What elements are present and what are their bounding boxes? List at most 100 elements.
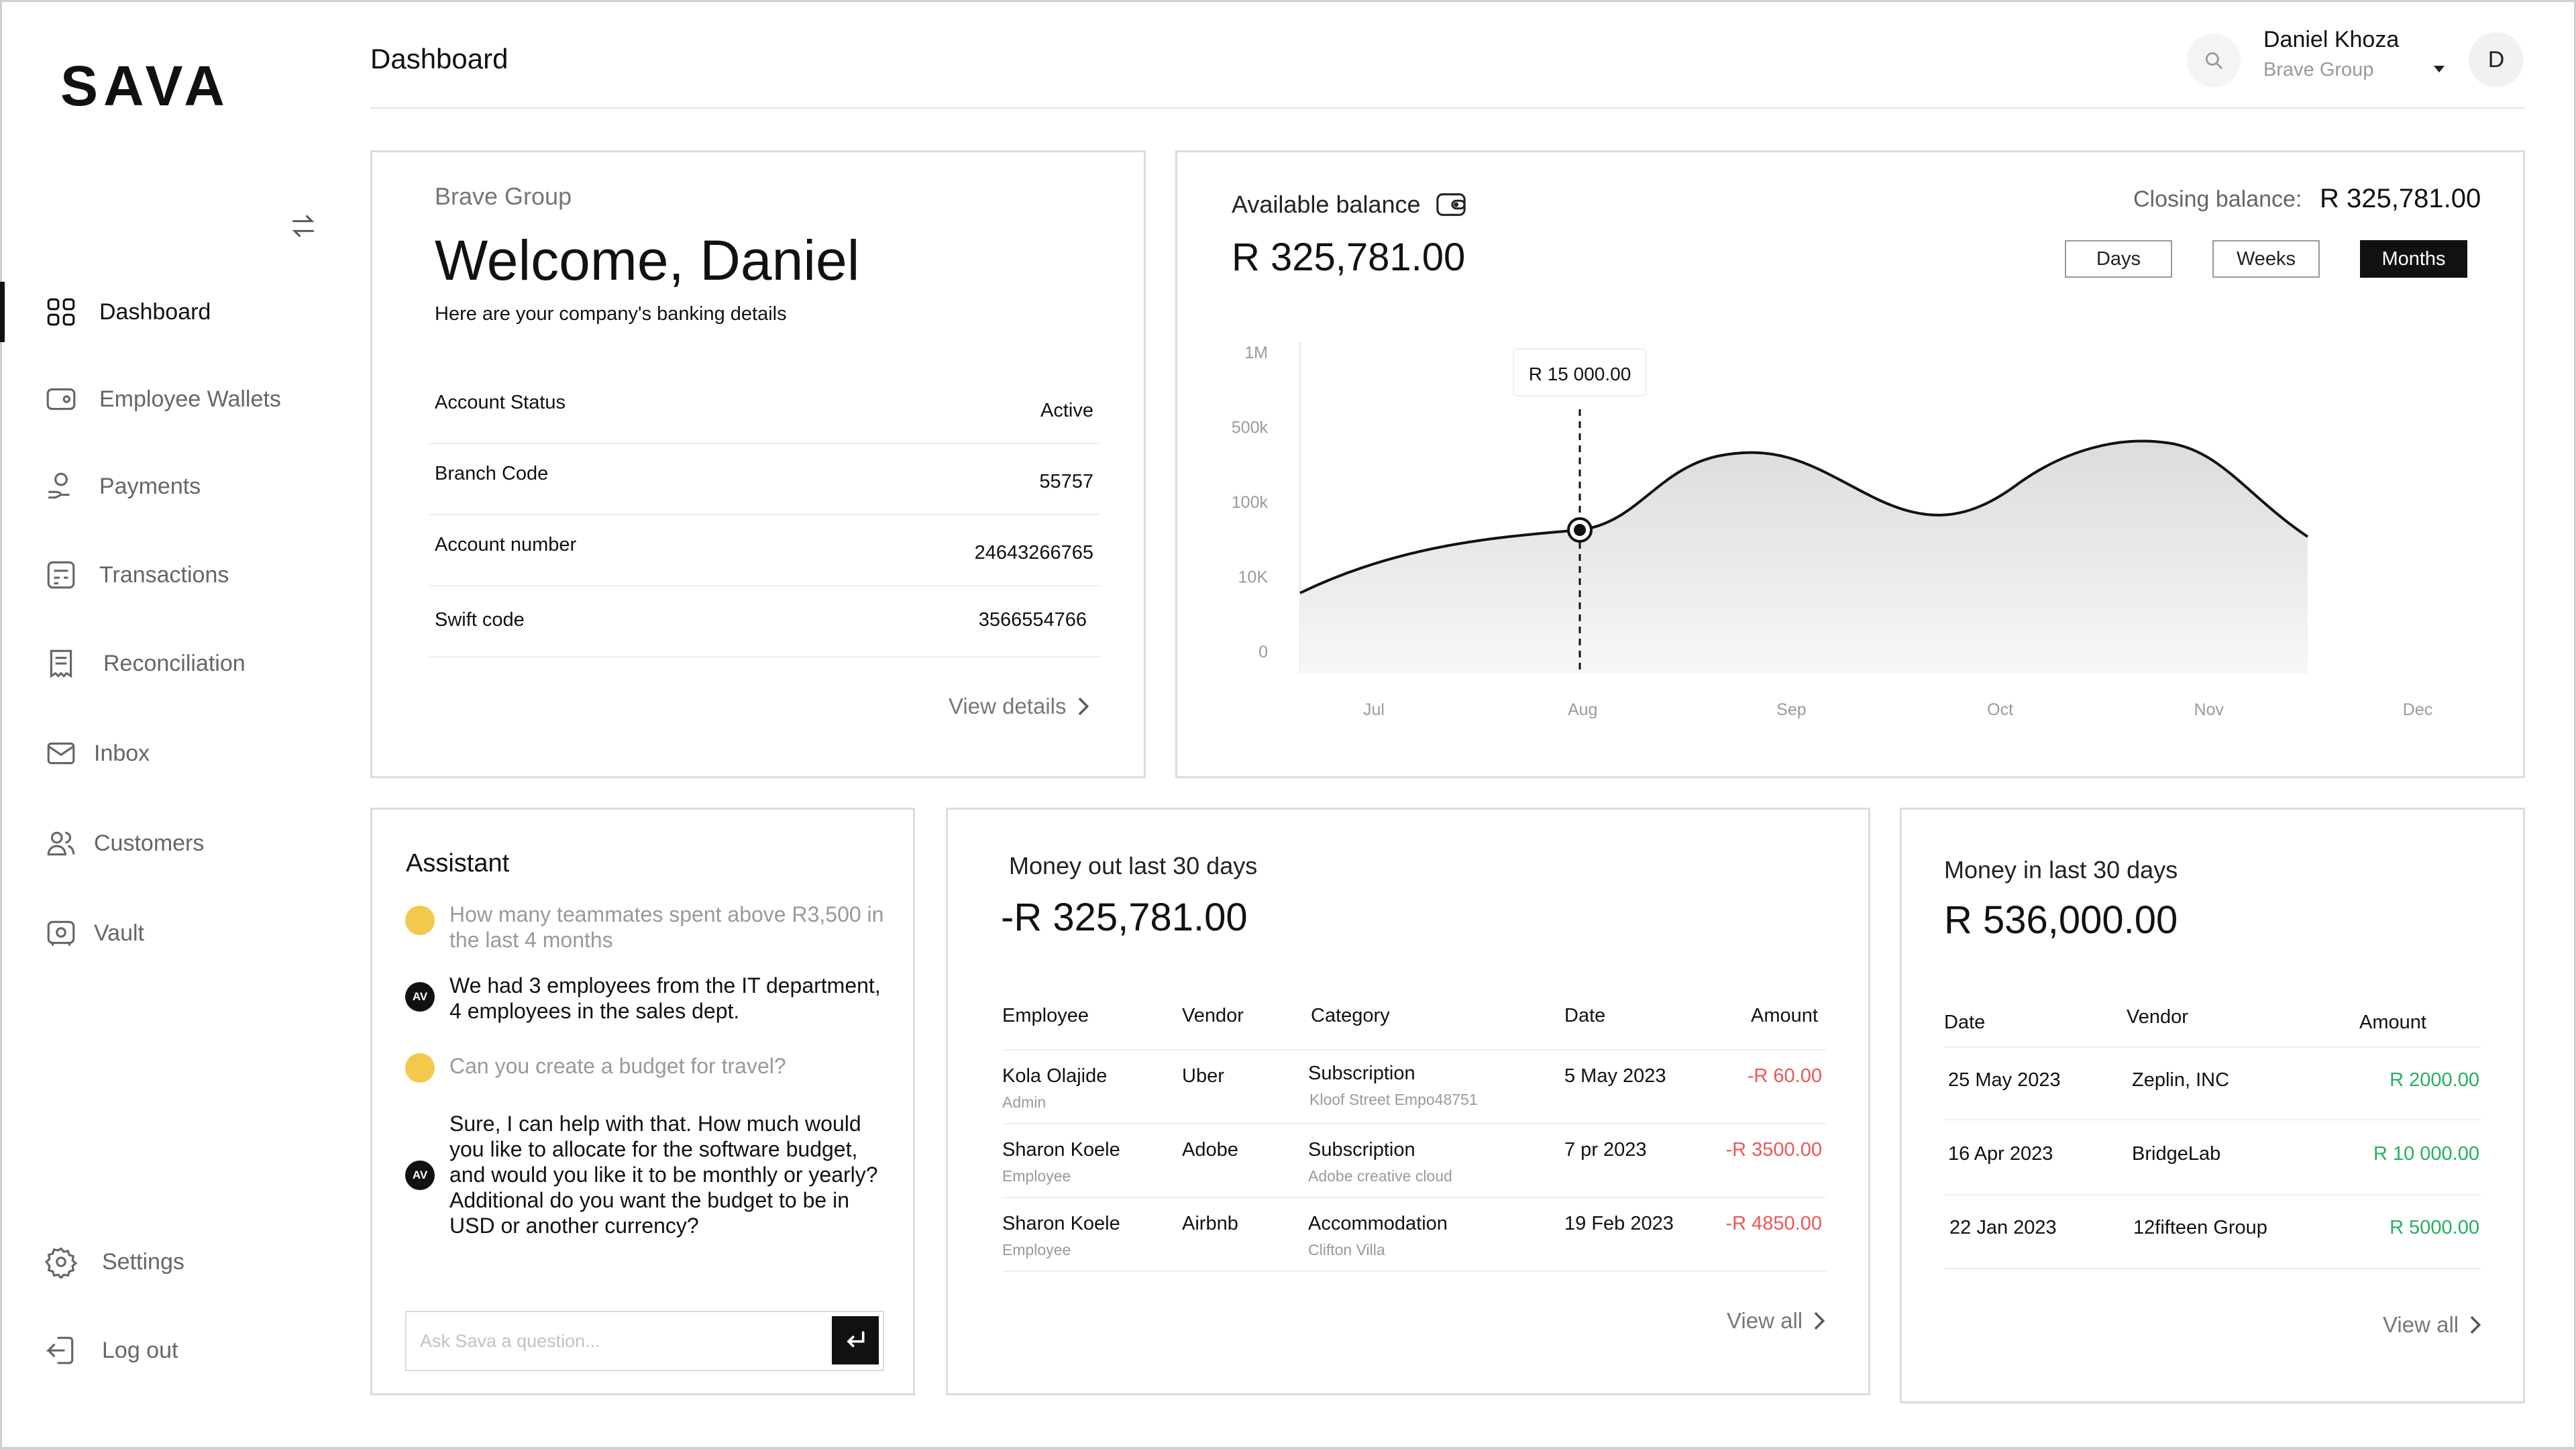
sidebar-item-label: Vault bbox=[94, 920, 144, 946]
column-header-vendor: Vendor bbox=[2127, 1006, 2188, 1028]
column-header-amount: Amount bbox=[1751, 1005, 1818, 1026]
transactions-icon bbox=[47, 561, 75, 589]
category-name: Subscription bbox=[1308, 1063, 1415, 1084]
money-in-label: Money in last 30 days bbox=[1944, 856, 2178, 883]
account-number-label: Account number bbox=[435, 534, 577, 555]
column-header-category: Category bbox=[1311, 1005, 1390, 1026]
user-org: Brave Group bbox=[2263, 59, 2374, 80]
category-name: Accommodation bbox=[1308, 1213, 1448, 1234]
y-tick-label: 10K bbox=[1238, 568, 1269, 587]
transaction-date: 25 May 2023 bbox=[1948, 1069, 2061, 1091]
vendor-name: BridgeLab bbox=[2132, 1143, 2221, 1165]
user-avatar bbox=[405, 906, 435, 935]
transaction-date: 16 Apr 2023 bbox=[1948, 1143, 2053, 1165]
row-divider bbox=[1002, 1271, 1826, 1272]
sidebar-item-logout[interactable]: Log out bbox=[0, 1320, 349, 1381]
row-divider bbox=[1944, 1119, 2481, 1120]
collapse-sidebar-icon[interactable] bbox=[288, 211, 318, 241]
chevron-down-icon[interactable] bbox=[2434, 66, 2445, 72]
sidebar-item-dashboard[interactable]: Dashboard bbox=[0, 282, 349, 342]
closing-balance-value: R 325,781.00 bbox=[2320, 184, 2481, 213]
sidebar-item-inbox[interactable]: Inbox bbox=[0, 723, 349, 784]
branch-code-label: Branch Code bbox=[435, 463, 549, 484]
money-out-card bbox=[946, 808, 1870, 1395]
vault-icon bbox=[47, 920, 75, 946]
chart-tooltip-label: R 15 000.00 bbox=[1529, 364, 1631, 384]
money-out-label: Money out last 30 days bbox=[1009, 852, 1258, 879]
account-number-value: 24643266765 bbox=[974, 542, 1093, 564]
view-details-label: View details bbox=[949, 694, 1067, 718]
avatar[interactable]: D bbox=[2469, 32, 2524, 87]
welcome-card bbox=[370, 150, 1146, 778]
sidebar-item-vault[interactable]: Vault bbox=[0, 903, 349, 963]
welcome-subtitle: Here are your company's banking details bbox=[435, 303, 787, 325]
period-weeks-button[interactable]: Weeks bbox=[2212, 240, 2320, 278]
sidebar-item-label: Settings bbox=[102, 1248, 184, 1275]
vendor-name: Zeplin, INC bbox=[2132, 1069, 2230, 1091]
y-tick-label: 1M bbox=[1244, 343, 1268, 362]
money-out-view-all-link[interactable]: View all bbox=[1727, 1308, 1827, 1334]
send-button[interactable] bbox=[832, 1316, 879, 1364]
transaction-amount: -R 3500.00 bbox=[1725, 1139, 1823, 1161]
period-days-button[interactable]: Days bbox=[2065, 240, 2172, 278]
grid-icon bbox=[47, 298, 75, 326]
vendor-name: 12fifteen Group bbox=[2133, 1217, 2267, 1238]
row-divider bbox=[1002, 1049, 1826, 1051]
transaction-date: 19 Feb 2023 bbox=[1564, 1213, 1674, 1234]
period-months-button[interactable]: Months bbox=[2360, 240, 2467, 278]
sidebar-item-label: Log out bbox=[102, 1337, 178, 1363]
employee-name: Sharon Koele bbox=[1002, 1213, 1120, 1234]
sidebar-item-label: Customers bbox=[94, 830, 205, 856]
sidebar-item-settings[interactable]: Settings bbox=[0, 1232, 349, 1292]
company-name: Brave Group bbox=[435, 182, 572, 210]
sidebar-item-label: Inbox bbox=[94, 740, 150, 766]
sidebar-item-label: Reconciliation bbox=[103, 650, 246, 676]
assistant-title: Assistant bbox=[406, 849, 510, 877]
chevron-right-icon bbox=[2470, 1316, 2481, 1334]
assistant-question-input[interactable] bbox=[420, 1324, 822, 1358]
view-details-link[interactable]: View details bbox=[949, 694, 1091, 719]
chart-tooltip: R 15 000.00 bbox=[1513, 348, 1647, 396]
chevron-right-icon bbox=[1078, 697, 1089, 716]
chat-message-bot: AV Sure, I can help with that. How much … bbox=[405, 1111, 888, 1245]
branch-code-row: Branch Code 55757 bbox=[429, 444, 1100, 515]
category-detail: Kloof Street Empo48751 bbox=[1309, 1091, 1478, 1108]
sidebar-item-reconciliation[interactable]: Reconciliation bbox=[0, 633, 349, 694]
sidebar-item-label: Employee Wallets bbox=[99, 386, 281, 412]
sidebar-item-label: Dashboard bbox=[99, 299, 211, 325]
account-number-row: Account number 24643266765 bbox=[429, 515, 1100, 586]
chat-message-user: How many teammates spent above R3,500 in… bbox=[405, 902, 888, 955]
y-tick-label: 100k bbox=[1232, 493, 1269, 512]
sidebar-item-payments[interactable]: Payments bbox=[0, 456, 349, 517]
column-header-date: Date bbox=[1944, 1012, 1986, 1033]
employee-role: Employee bbox=[1002, 1241, 1071, 1258]
category-name: Subscription bbox=[1308, 1139, 1415, 1161]
chat-message-text: Can you create a budget for travel? bbox=[449, 1054, 786, 1078]
search-button[interactable] bbox=[2187, 34, 2241, 87]
sidebar-item-customers[interactable]: Customers bbox=[0, 813, 349, 873]
chat-message-bot: AV We had 3 employees from the IT depart… bbox=[405, 973, 888, 1026]
transaction-date: 5 May 2023 bbox=[1564, 1065, 1666, 1087]
available-balance-heading: Available balance bbox=[1232, 191, 1466, 219]
available-balance-amount: R 325,781.00 bbox=[1232, 235, 1466, 279]
sidebar-item-employee-wallets[interactable]: Employee Wallets bbox=[0, 369, 349, 429]
users-icon bbox=[47, 831, 75, 856]
x-tick-label: Nov bbox=[2194, 700, 2224, 719]
user-name[interactable]: Daniel Khoza bbox=[2263, 27, 2400, 52]
balance-chart: 1M 500k 100k 10K 0 Jul Aug Sep Oct Nov Dec R 15 0… bbox=[1232, 342, 2432, 719]
welcome-title: Welcome, Daniel bbox=[435, 229, 860, 292]
row-divider bbox=[1944, 1194, 2481, 1195]
employee-role: Admin bbox=[1002, 1093, 1046, 1111]
y-tick-label: 0 bbox=[1258, 643, 1268, 661]
money-in-view-all-link[interactable]: View all bbox=[2383, 1312, 2483, 1338]
sidebar-item-label: Payments bbox=[99, 473, 201, 499]
x-tick-label: Aug bbox=[1568, 700, 1597, 719]
sidebar-item-transactions[interactable]: Transactions bbox=[0, 545, 349, 605]
transaction-date: 7 pr 2023 bbox=[1564, 1139, 1647, 1161]
account-status-row: Account Status Active bbox=[429, 373, 1100, 444]
chat-message-user: Can you create a budget for travel? bbox=[405, 1053, 888, 1087]
row-divider bbox=[1002, 1197, 1826, 1198]
chart-marker-inner bbox=[1574, 524, 1586, 536]
column-header-amount: Amount bbox=[2359, 1012, 2426, 1033]
